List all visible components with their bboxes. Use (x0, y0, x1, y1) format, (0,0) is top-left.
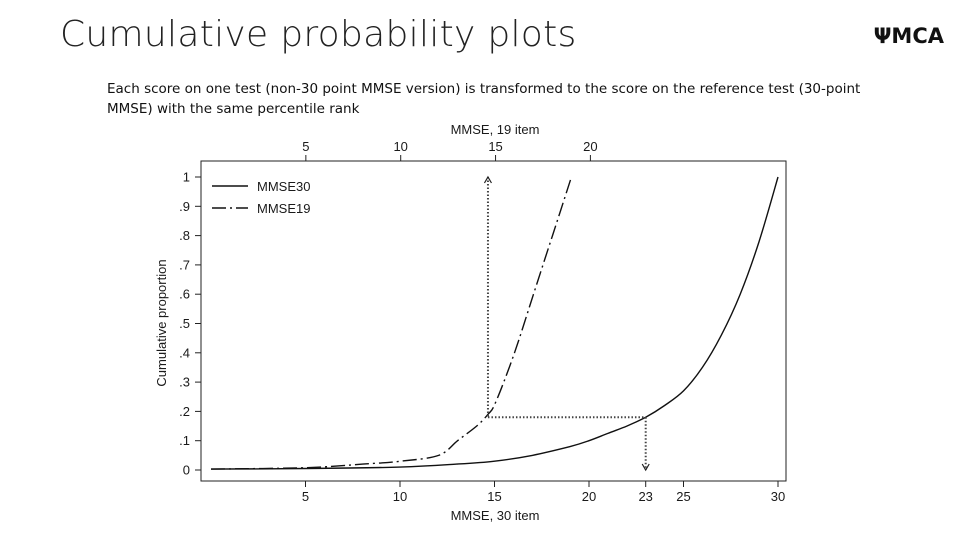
logo: ΨMCA (873, 24, 944, 48)
x-bottom-tick-label: 23 (638, 489, 652, 504)
y-axis-label: Cumulative proportion (154, 259, 169, 386)
x-bottom-tick-label: 30 (771, 489, 785, 504)
plot-frame (200, 160, 787, 482)
series-line-mmse19 (210, 176, 573, 470)
chart-marks: 0.1.2.3.4.5.6.7.8.915 10 15 20 23 25 305 10 15 20 (179, 139, 785, 504)
y-tick-label: .2 (179, 404, 190, 419)
x-bottom-tick-label: 15 (487, 489, 501, 504)
y-tick-label: .6 (179, 287, 190, 302)
y-tick-label: .7 (179, 257, 190, 272)
series-line-mmse30 (210, 176, 779, 470)
arrow-down-icon (641, 463, 650, 472)
x-bottom-tick-label: 10 (393, 489, 407, 504)
x-axis-bottom-label: MMSE, 30 item (451, 508, 540, 523)
x-bottom-tick-label: 25 (676, 489, 690, 504)
legend-label-mmse30: MMSE30 (257, 179, 310, 194)
y-tick-label: .8 (179, 228, 190, 243)
x-axis-top-label: MMSE, 19 item (451, 122, 540, 137)
y-tick-label: .3 (179, 375, 190, 390)
y-tick-label: .1 (179, 433, 190, 448)
x-top-tick-label: 20 (583, 139, 597, 154)
slide-title: Cumulative probability plots (60, 14, 577, 55)
y-tick-label: .9 (179, 199, 190, 214)
x-bottom-tick-label: 20 (582, 489, 596, 504)
arrow-up-icon (483, 175, 492, 184)
y-tick-label: .5 (179, 316, 190, 331)
x-top-tick-label: 5 (302, 139, 309, 154)
legend-label-mmse19: MMSE19 (257, 201, 310, 216)
slide-subtitle: Each score on one test (non-30 point MMS… (107, 81, 861, 117)
x-top-tick-label: 15 (488, 139, 502, 154)
x-top-tick-label: 10 (393, 139, 407, 154)
x-bottom-tick-label: 5 (302, 489, 309, 504)
legend: MMSE30 MMSE19 (212, 179, 310, 216)
y-tick-label: 1 (183, 170, 190, 185)
y-tick-label: .4 (179, 345, 190, 360)
y-tick-label: 0 (183, 463, 190, 478)
